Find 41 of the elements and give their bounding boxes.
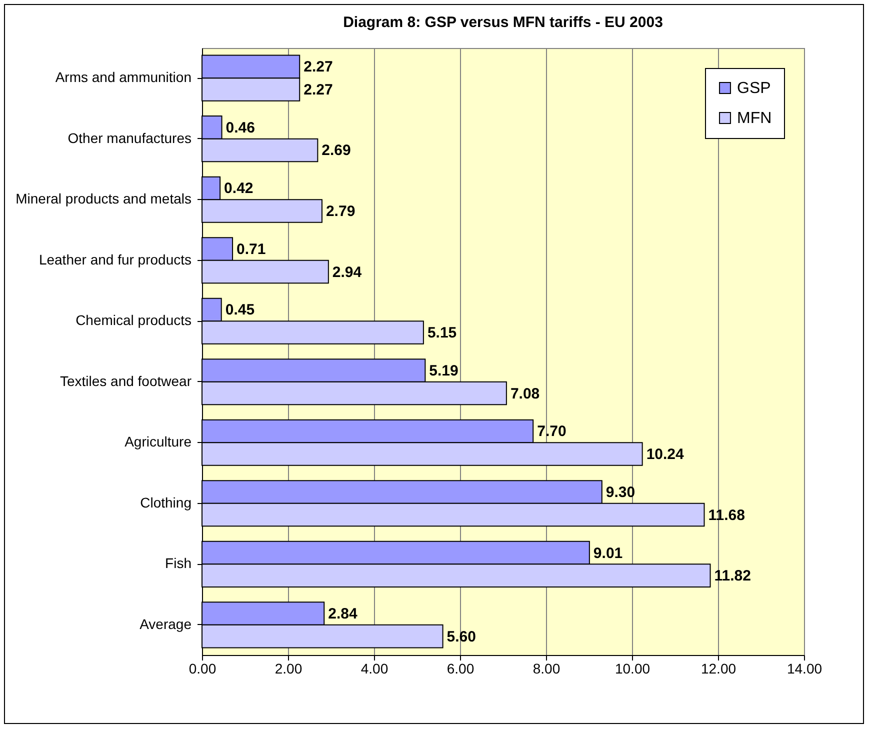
data-label: 5.15 <box>427 324 457 342</box>
data-label: 0.71 <box>236 240 266 258</box>
legend-label: MFN <box>737 110 772 127</box>
x-tick-label: 4.00 <box>360 660 388 676</box>
data-label: 5.19 <box>429 362 458 380</box>
x-tick-label: 12.00 <box>700 660 736 676</box>
y-tick-label: Agriculture <box>124 434 192 450</box>
x-tick-label: 6.00 <box>446 660 474 676</box>
x-tick-label: 0.00 <box>188 660 216 676</box>
data-label: 2.84 <box>328 606 358 623</box>
y-tick-label: Fish <box>165 555 192 572</box>
legend-label: GSP <box>737 80 771 97</box>
data-label: 2.79 <box>326 202 356 220</box>
data-label: 2.94 <box>332 264 362 281</box>
y-tick-label: Average <box>140 616 192 632</box>
y-tick-label: Leather and fur products <box>38 251 192 268</box>
data-label: 2.69 <box>322 142 351 160</box>
data-label: 10.24 <box>646 446 685 464</box>
x-tick-label: 8.00 <box>532 660 560 676</box>
y-tick-label: Clothing <box>140 494 192 510</box>
data-label: 11.82 <box>714 568 751 585</box>
data-label: 2.27 <box>304 81 333 98</box>
data-label: 9.01 <box>593 544 623 562</box>
data-label: 7.70 <box>537 423 566 440</box>
x-tick-label: 2.00 <box>274 660 302 676</box>
x-tick-label: 14.00 <box>786 660 822 676</box>
data-label: 2.27 <box>304 58 333 76</box>
data-label: 0.42 <box>224 180 254 198</box>
y-tick-label: Arms and ammunition <box>55 69 192 86</box>
data-label: 0.45 <box>225 302 255 319</box>
y-tick-label: Textiles and footwear <box>60 372 192 389</box>
y-tick-label: Chemical products <box>76 312 192 328</box>
chart-title: Diagram 8: GSP versus MFN tariffs - EU 2003 <box>343 14 663 31</box>
y-tick-label: Mineral products and metals <box>16 190 192 207</box>
data-label: 0.46 <box>226 119 255 136</box>
data-label: 11.68 <box>708 506 745 524</box>
x-tick-label: 10.00 <box>614 660 650 676</box>
y-tick-label: Other manufactures <box>68 130 192 146</box>
data-label: 9.30 <box>606 484 636 502</box>
data-label: 7.08 <box>510 385 540 402</box>
data-label: 5.60 <box>446 628 476 646</box>
